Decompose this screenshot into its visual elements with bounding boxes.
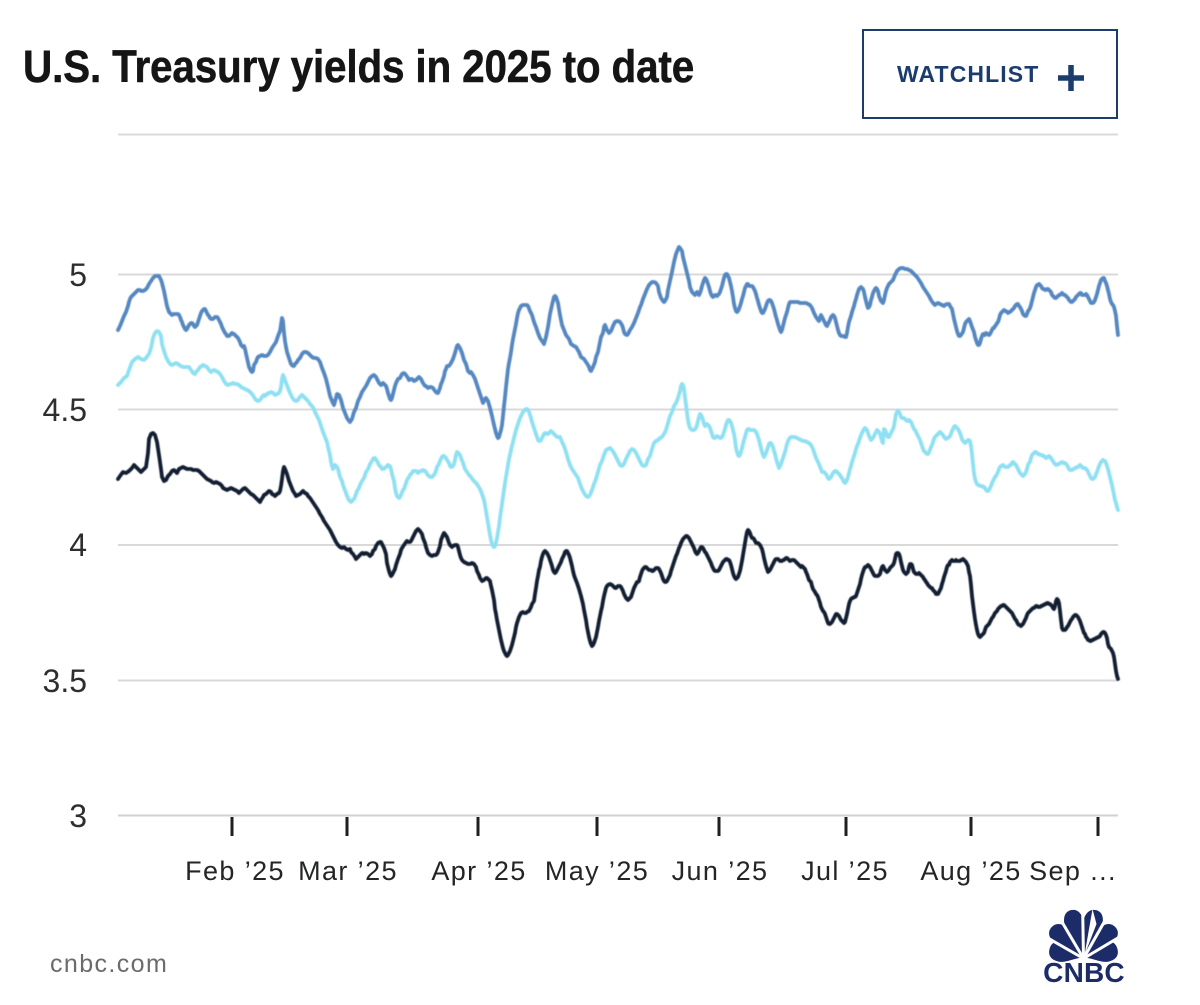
svg-text:CNBC: CNBC bbox=[1043, 957, 1125, 987]
